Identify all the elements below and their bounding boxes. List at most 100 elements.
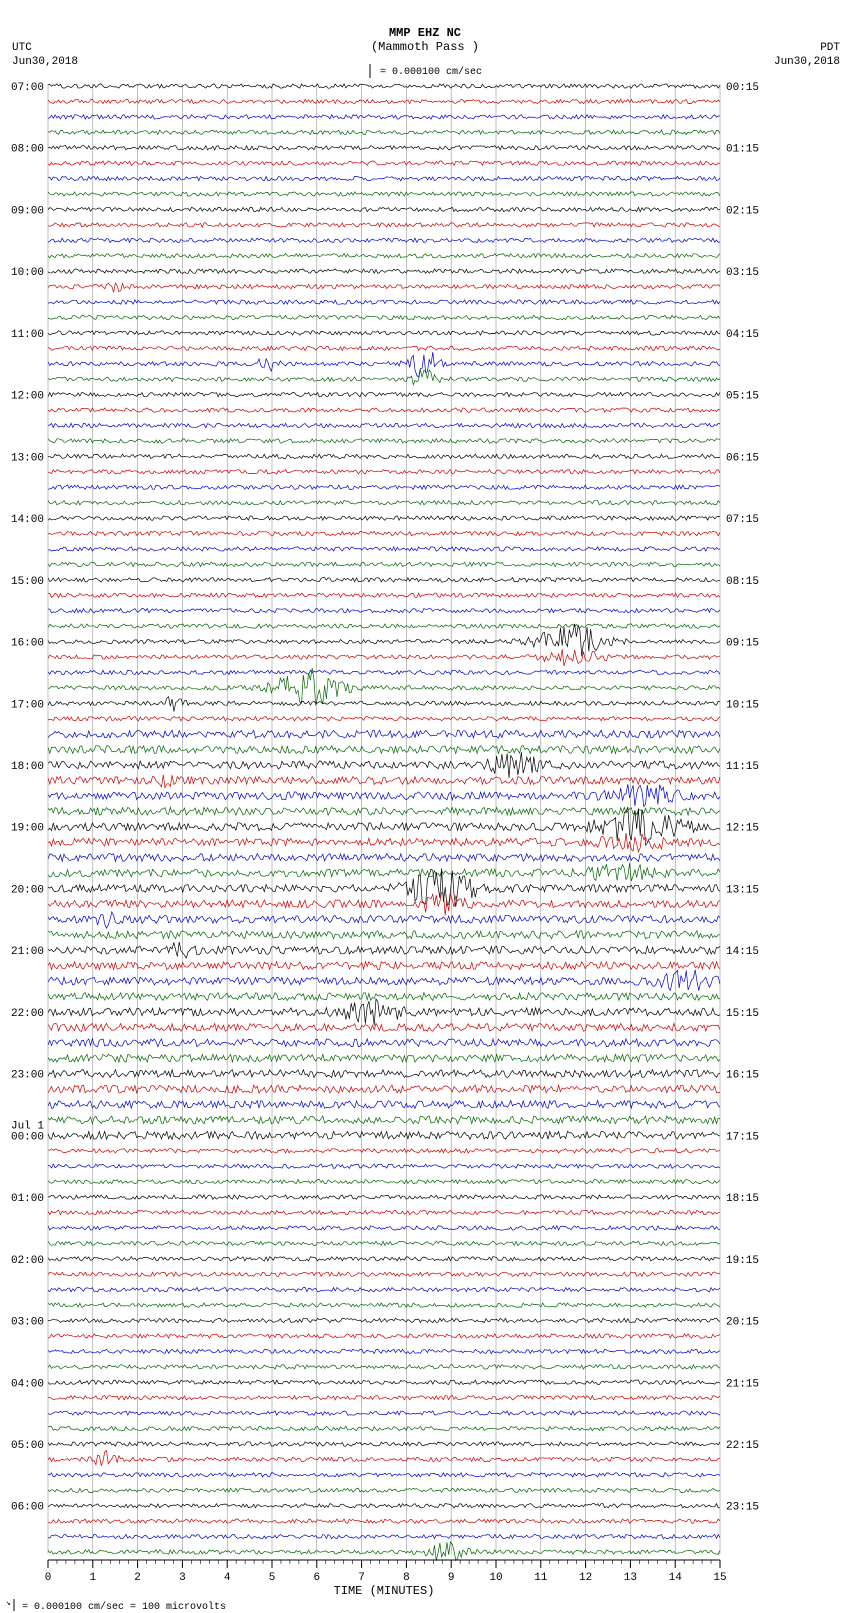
x-tick-label: 10 bbox=[489, 1572, 502, 1584]
utc-hour-label: 04:00 bbox=[11, 1378, 44, 1390]
pdt-hour-label: 18:15 bbox=[726, 1193, 759, 1205]
seismic-trace bbox=[48, 516, 720, 520]
utc-hour-label: 11:00 bbox=[11, 329, 44, 341]
x-tick-label: 14 bbox=[669, 1572, 683, 1584]
tz-left: UTC bbox=[12, 42, 32, 54]
seismic-trace bbox=[48, 999, 720, 1026]
seismic-trace bbox=[48, 1288, 720, 1292]
pdt-hour-label: 00:15 bbox=[726, 82, 759, 94]
utc-hour-label: 18:00 bbox=[11, 761, 44, 773]
seismic-trace bbox=[48, 624, 720, 656]
seismic-trace bbox=[48, 1195, 720, 1199]
seismic-trace bbox=[48, 1542, 720, 1561]
seismic-trace bbox=[48, 1039, 720, 1047]
utc-hour-label: 17:00 bbox=[11, 699, 44, 711]
seismic-trace bbox=[48, 1210, 720, 1214]
seismic-trace bbox=[48, 1411, 720, 1415]
seismic-trace bbox=[48, 238, 720, 242]
seismic-trace bbox=[48, 1101, 720, 1109]
x-tick-label: 6 bbox=[313, 1572, 320, 1584]
seismic-trace bbox=[48, 1257, 720, 1261]
seismic-trace bbox=[48, 730, 720, 738]
seismic-trace bbox=[48, 130, 720, 134]
pdt-hour-label: 06:15 bbox=[726, 452, 759, 464]
pdt-hour-label: 07:15 bbox=[726, 514, 759, 526]
date-left: Jun30,2018 bbox=[12, 56, 78, 68]
seismic-trace bbox=[48, 1473, 720, 1477]
seismic-trace bbox=[48, 931, 720, 939]
pdt-hour-label: 17:15 bbox=[726, 1131, 759, 1143]
utc-hour-label: 10:00 bbox=[11, 267, 44, 279]
seismic-trace bbox=[48, 146, 720, 150]
seismic-trace bbox=[48, 649, 720, 666]
seismic-trace bbox=[48, 1318, 720, 1322]
seismic-trace bbox=[48, 697, 720, 712]
seismic-trace bbox=[48, 223, 720, 227]
utc-hour-label: 16:00 bbox=[11, 638, 44, 650]
x-axis-label: TIME (MINUTES) bbox=[334, 1584, 435, 1598]
x-tick-label: 7 bbox=[358, 1572, 365, 1584]
seismic-trace bbox=[48, 775, 720, 788]
seismic-trace bbox=[48, 562, 720, 566]
seismic-trace bbox=[48, 1334, 720, 1338]
seismic-trace bbox=[48, 1241, 720, 1245]
seismic-trace bbox=[48, 115, 720, 119]
seismic-trace bbox=[48, 439, 720, 443]
x-tick-label: 4 bbox=[224, 1572, 231, 1584]
pdt-hour-label: 01:15 bbox=[726, 144, 759, 156]
x-tick-label: 3 bbox=[179, 1572, 186, 1584]
seismic-trace bbox=[48, 1349, 720, 1353]
seismogram-svg: MMP EHZ NC(Mammoth Pass )= 0.000100 cm/s… bbox=[0, 0, 850, 1613]
seismic-trace bbox=[48, 1272, 720, 1276]
seismic-trace bbox=[48, 392, 720, 396]
pdt-hour-label: 19:15 bbox=[726, 1255, 759, 1267]
x-tick-label: 0 bbox=[45, 1572, 52, 1584]
footer-text: = 0.000100 cm/sec = 100 microvolts bbox=[22, 1601, 226, 1613]
seismic-trace bbox=[48, 547, 720, 551]
pdt-hour-label: 13:15 bbox=[726, 884, 759, 896]
pdt-hour-label: 09:15 bbox=[726, 638, 759, 650]
seismic-trace bbox=[48, 408, 720, 412]
seismic-trace bbox=[48, 1131, 720, 1139]
seismic-trace bbox=[48, 1180, 720, 1184]
seismic-trace bbox=[48, 531, 720, 535]
seismic-trace bbox=[48, 423, 720, 427]
seismic-trace bbox=[48, 300, 720, 304]
seismic-trace bbox=[48, 863, 720, 881]
seismic-trace bbox=[48, 1023, 720, 1031]
seismic-trace bbox=[48, 893, 720, 916]
seismic-trace bbox=[48, 784, 720, 806]
station-title: MMP EHZ NC bbox=[389, 26, 461, 40]
tz-right: PDT bbox=[820, 42, 840, 54]
date-right: Jun30,2018 bbox=[774, 56, 840, 68]
scale-text: = 0.000100 cm/sec bbox=[380, 66, 482, 78]
seismic-trace bbox=[48, 331, 720, 335]
x-tick-label: 5 bbox=[269, 1572, 276, 1584]
seismic-trace bbox=[48, 1365, 720, 1369]
seismic-trace bbox=[48, 624, 720, 628]
utc-hour-label: 14:00 bbox=[11, 514, 44, 526]
utc-hour-label: 05:00 bbox=[11, 1440, 44, 1452]
pdt-hour-label: 23:15 bbox=[726, 1502, 759, 1514]
seismic-trace bbox=[48, 1054, 720, 1062]
seismic-trace bbox=[48, 578, 720, 582]
pdt-hour-label: 02:15 bbox=[726, 205, 759, 217]
seismic-trace bbox=[48, 854, 720, 862]
seismic-trace bbox=[48, 717, 720, 721]
utc-hour-label: 13:00 bbox=[11, 452, 44, 464]
seismic-trace bbox=[48, 1426, 720, 1430]
seismic-trace bbox=[48, 1380, 720, 1384]
utc-hour-label: 22:00 bbox=[11, 1008, 44, 1020]
seismic-trace bbox=[48, 993, 720, 1001]
seismic-trace bbox=[48, 746, 720, 754]
pdt-hour-label: 14:15 bbox=[726, 946, 759, 958]
pdt-hour-label: 22:15 bbox=[726, 1440, 759, 1452]
seismic-trace bbox=[48, 1451, 720, 1466]
seismic-trace bbox=[48, 807, 720, 815]
seismic-trace bbox=[48, 99, 720, 103]
seismic-trace bbox=[48, 833, 720, 852]
utc-hour-label: 21:00 bbox=[11, 946, 44, 958]
seismic-trace bbox=[48, 1070, 720, 1078]
seismic-trace bbox=[48, 1149, 720, 1153]
seismic-trace bbox=[48, 1085, 720, 1093]
